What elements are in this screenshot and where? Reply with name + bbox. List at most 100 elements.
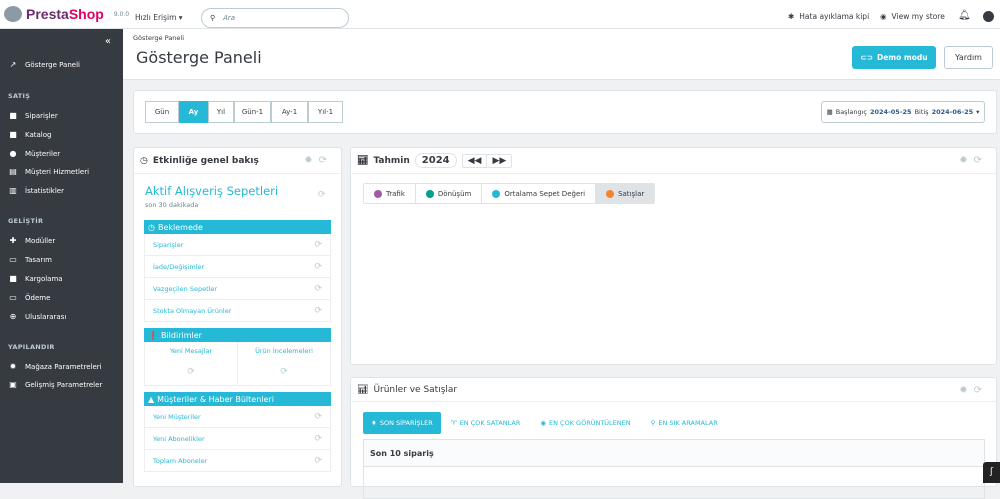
product-reviews[interactable]: Ürün İncelemeleri ⟳ <box>238 342 330 385</box>
collapse-icon[interactable]: « <box>104 36 111 47</box>
tab-traffic[interactable]: Trafik <box>364 184 416 203</box>
refresh-icon[interactable]: ⟳ <box>280 367 288 377</box>
period-buttons: Gün Ay Yıl Gün-1 Ay-1 Yıl-1 <box>145 101 343 123</box>
sidebar-item-customers[interactable]: ● Müşteriler <box>8 149 61 158</box>
tab-recent-orders[interactable]: ♦ SON SİPARİŞLER <box>363 412 441 434</box>
bar-chart-icon: 📊︎ <box>357 384 369 395</box>
sidebar-item-label: Kargolama <box>25 274 63 283</box>
alert-icon: ❗ <box>148 330 158 340</box>
quick-access-label: Hızlı Erişim <box>135 13 177 22</box>
refresh-icon[interactable]: ⟳ <box>314 411 322 422</box>
panel-tools[interactable]: ✹⟳ <box>959 155 988 166</box>
tab-average-cart[interactable]: Ortalama Sepet Değeri <box>482 184 597 203</box>
list-item[interactable]: İade/Değişimler ⟳ <box>144 256 331 278</box>
user-circle-icon: ● <box>9 149 17 158</box>
version: 9.0.0 <box>113 10 130 18</box>
year-label: 2024 <box>414 153 457 168</box>
account-icon[interactable] <box>983 11 994 22</box>
list-item[interactable]: Vazgeçilen Sepetler ⟳ <box>144 278 331 300</box>
sidebar-item-catalog[interactable]: ■ Katalog <box>8 130 51 139</box>
sidebar-item-dashboard[interactable]: ↗ Gösterge Paneli <box>8 60 80 69</box>
sidebar-item-shipping[interactable]: ■ Kargolama <box>8 274 63 283</box>
date-range-picker[interactable]: ▦ Başlangıç 2024-05-25 Bitiş 2024-06-25 ▾ <box>821 101 985 123</box>
period-month[interactable]: Ay <box>179 101 208 123</box>
list-item[interactable]: Stokta Olmayan Ürünler ⟳ <box>144 300 331 322</box>
date-filter-panel: Gün Ay Yıl Gün-1 Ay-1 Yıl-1 ▦ Başlangıç 20… <box>133 90 997 134</box>
panel-tools[interactable]: ✹⟳ <box>304 155 333 166</box>
list-item[interactable]: Siparişler ⟳ <box>144 234 331 256</box>
refresh-icon[interactable]: ⟳ <box>314 261 322 272</box>
logo[interactable]: PrestaShop 9.0.0 <box>4 6 129 22</box>
previous-year-icon[interactable]: ◀◀ <box>463 154 488 167</box>
gear-icon[interactable]: ✹ <box>959 385 974 396</box>
start-label: Başlangıç <box>835 108 867 116</box>
panel-title: Ürünler ve Satışlar <box>373 384 458 395</box>
sidebar-item-label: Ödeme <box>25 293 51 302</box>
sidebar-item-international[interactable]: ⊕ Uluslararası <box>8 312 67 321</box>
demo-mode-button[interactable]: ⊂⊃ Demo modu <box>852 46 936 69</box>
tab-conversion[interactable]: Dönüşüm <box>416 184 483 203</box>
sidebar-item-label: Mağaza Parametreleri <box>25 362 102 371</box>
period-prev-year[interactable]: Yıl-1 <box>308 101 343 123</box>
sidebar-item-advanced-parameters[interactable]: ▣ Gelişmiş Parametreler <box>8 380 102 389</box>
page-header: Gösterge Paneli Gösterge Paneli ⊂⊃ Demo m… <box>123 29 1000 80</box>
search-icon: ⚲ <box>650 419 656 427</box>
sidebar-item-customer-service[interactable]: ▤ Müşteri Hizmetleri <box>8 167 89 176</box>
sidebar-item-label: Uluslararası <box>25 312 67 321</box>
list-item[interactable]: Yeni Abonelikler ⟳ <box>144 428 331 450</box>
tab-top-searches[interactable]: ⚲ EN SIK ARAMALAR <box>641 419 728 427</box>
sidebar-item-modules[interactable]: ✚ Modüller <box>8 236 56 245</box>
panel-tools[interactable]: ✹⟳ <box>959 385 988 396</box>
debug-mode-link[interactable]: ✱ Hata ayıklama kipi <box>788 12 869 21</box>
gear-icon[interactable]: ✹ <box>304 155 319 166</box>
refresh-icon[interactable]: ⟳ <box>314 283 322 294</box>
sidebar-item-shop-parameters[interactable]: ✹ Mağaza Parametreleri <box>8 362 102 371</box>
panel-header: ◷ Etkinliğe genel bakış <box>134 148 341 174</box>
refresh-icon[interactable]: ⟳ <box>318 190 326 200</box>
period-prev-month[interactable]: Ay-1 <box>271 101 308 123</box>
period-year[interactable]: Yıl <box>208 101 234 123</box>
item-label: Vazgeçilen Sepetler <box>153 284 218 293</box>
item-label: İade/Değişimler <box>153 262 205 271</box>
symfony-toolbar-icon[interactable]: ʃ <box>983 462 1000 483</box>
search-input[interactable]: ⚲ Ara <box>201 8 349 28</box>
sidebar-item-label: Modüller <box>25 236 56 245</box>
refresh-icon[interactable]: ⟳ <box>314 239 322 250</box>
tab-label: EN SIK ARAMALAR <box>658 419 718 427</box>
sidebar-item-label: Müşteri Hizmetleri <box>25 167 90 176</box>
refresh-icon[interactable]: ⟳ <box>973 385 988 396</box>
item-label: Stokta Olmayan Ürünler <box>153 306 232 315</box>
sidebar-item-design[interactable]: ▭ Tasarım <box>8 255 52 264</box>
bell-icon[interactable]: 🔔︎ <box>958 10 971 21</box>
search-placeholder: Ara <box>223 14 236 22</box>
refresh-icon[interactable]: ⟳ <box>187 367 195 377</box>
refresh-icon[interactable]: ⟳ <box>314 433 322 444</box>
sidebar-item-stats[interactable]: ▥ İstatistikler <box>8 186 64 195</box>
sidebar-item-payment[interactable]: ▭ Ödeme <box>8 293 50 302</box>
help-button[interactable]: Yardım <box>944 46 993 69</box>
refresh-icon[interactable]: ⟳ <box>318 155 333 166</box>
refresh-icon[interactable]: ⟳ <box>314 455 322 466</box>
refresh-icon[interactable]: ⟳ <box>973 155 988 166</box>
sidebar-item-orders[interactable]: ■ Siparişler <box>8 111 58 120</box>
next-year-icon[interactable]: ▶▶ <box>492 155 507 166</box>
period-day[interactable]: Gün <box>145 101 179 123</box>
forecast-panel: 📊︎ Tahmin 2024 ◀◀ ▶▶ ✹⟳ Trafik Dönüşüm Ort… <box>350 147 997 365</box>
period-prev-day[interactable]: Gün-1 <box>234 101 271 123</box>
truck-icon: ■ <box>9 274 17 283</box>
table-title: Son 10 sipariş <box>364 440 984 467</box>
new-messages[interactable]: Yeni Mesajlar ⟳ <box>145 342 238 385</box>
list-item[interactable]: Toplam Aboneler ⟳ <box>144 450 331 472</box>
item-label: Siparişler <box>153 240 184 249</box>
quick-access-dropdown[interactable]: Hızlı Erişim ▾ <box>135 13 183 22</box>
tab-sales[interactable]: Satışlar <box>596 184 655 203</box>
view-store-link[interactable]: ◉ View my store <box>880 12 945 21</box>
tab-most-viewed[interactable]: ◉ EN ÇOK GÖRÜNTÜLENEN <box>530 419 640 427</box>
list-item[interactable]: Yeni Müşteriler ⟳ <box>144 406 331 428</box>
refresh-icon[interactable]: ⟳ <box>314 305 322 316</box>
tab-best-sellers[interactable]: ♈︎ EN ÇOK SATANLAR <box>441 419 531 427</box>
gear-icon[interactable]: ✹ <box>959 155 974 166</box>
globe-icon: ⊕ <box>9 312 17 321</box>
logo-icon <box>4 6 22 22</box>
breadcrumb[interactable]: Gösterge Paneli <box>133 34 185 42</box>
